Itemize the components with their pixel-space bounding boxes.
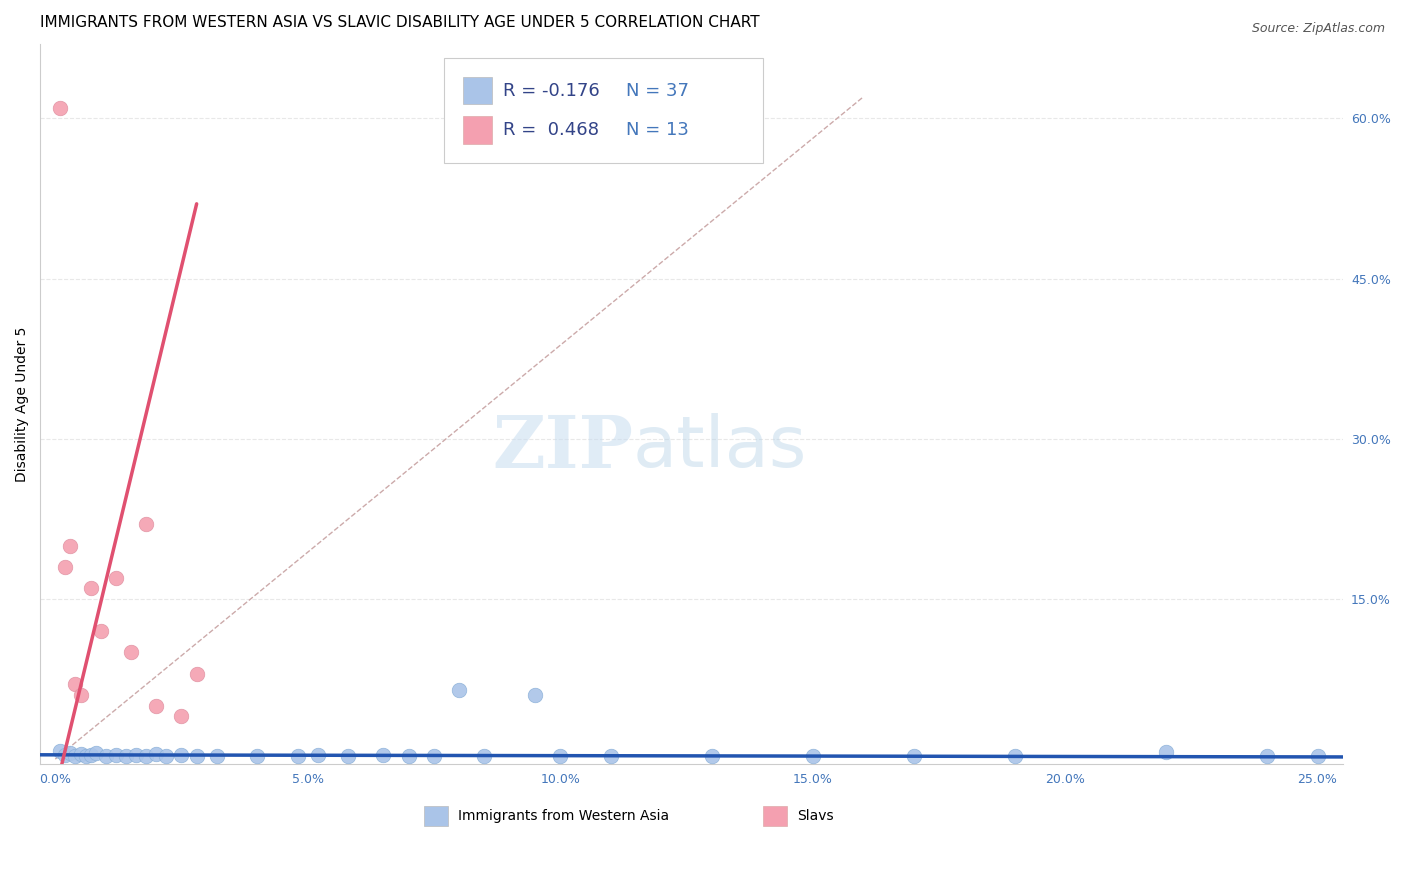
Point [104, 747, 127, 762]
Point [186, 748, 208, 763]
Point [79, 581, 101, 595]
Point [423, 748, 446, 763]
Point [700, 748, 723, 763]
Text: Source: ZipAtlas.com: Source: ZipAtlas.com [1251, 22, 1385, 36]
Point [69, 747, 91, 761]
Bar [464, 77, 492, 104]
Point [65, 677, 87, 691]
Y-axis label: Disability Age Under 5: Disability Age Under 5 [15, 326, 30, 482]
Point [94, 748, 117, 763]
Point [69, 688, 91, 702]
Point [398, 748, 420, 763]
Point [79, 747, 101, 762]
Point [548, 748, 571, 763]
Point [65, 748, 87, 763]
Point [53, 747, 76, 762]
Point [287, 748, 309, 763]
Text: ZIP: ZIP [492, 412, 633, 483]
Point [155, 748, 177, 763]
Point [337, 748, 360, 763]
Point [1154, 745, 1177, 759]
Bar [464, 117, 492, 144]
Text: R =  0.468: R = 0.468 [502, 121, 616, 139]
Text: N = 13: N = 13 [626, 121, 689, 139]
Point [1256, 748, 1278, 763]
Point [49, 743, 72, 757]
Point [170, 747, 193, 762]
Text: Slavs: Slavs [797, 809, 834, 823]
Bar [425, 806, 449, 826]
Point [449, 682, 471, 697]
Point [145, 747, 167, 761]
Point [801, 748, 824, 763]
Point [75, 748, 97, 763]
Point [120, 645, 142, 659]
Point [59, 539, 82, 553]
Point [307, 747, 329, 762]
Text: N = 37: N = 37 [626, 81, 689, 100]
Bar [763, 806, 786, 826]
Point [523, 688, 546, 702]
Point [53, 560, 76, 574]
Text: atlas: atlas [633, 413, 807, 482]
Text: IMMIGRANTS FROM WESTERN ASIA VS SLAVIC DISABILITY AGE UNDER 5 CORRELATION CHART: IMMIGRANTS FROM WESTERN ASIA VS SLAVIC D… [41, 15, 759, 30]
FancyBboxPatch shape [444, 58, 763, 162]
Point [145, 698, 167, 713]
Point [125, 747, 148, 762]
Point [90, 624, 112, 638]
Text: Immigrants from Western Asia: Immigrants from Western Asia [458, 809, 669, 823]
Point [104, 570, 127, 584]
Point [1306, 748, 1329, 763]
Point [135, 517, 157, 532]
Point [84, 746, 107, 760]
Point [135, 748, 157, 763]
Point [903, 748, 925, 763]
Point [246, 748, 269, 763]
Point [474, 748, 496, 763]
Point [186, 666, 208, 681]
Point [1004, 748, 1026, 763]
Point [115, 748, 138, 763]
Point [373, 747, 395, 762]
Point [59, 746, 82, 760]
Point [49, 101, 72, 115]
Text: R = -0.176: R = -0.176 [502, 81, 617, 100]
Point [170, 709, 193, 723]
Point [205, 748, 228, 763]
Point [599, 748, 621, 763]
